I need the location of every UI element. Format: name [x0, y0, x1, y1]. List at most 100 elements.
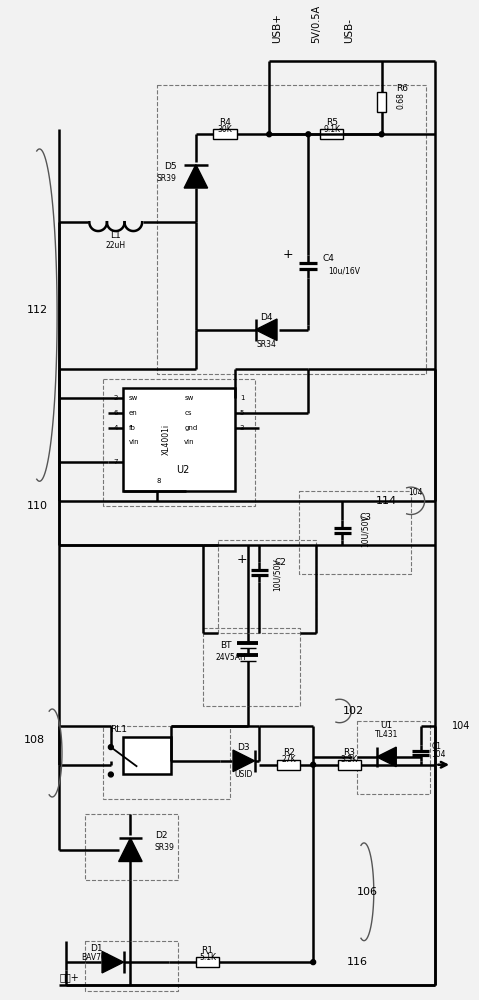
Text: D2: D2: [155, 831, 167, 840]
Text: USID: USID: [235, 770, 253, 779]
Text: U1: U1: [380, 721, 393, 730]
Text: BAV70L: BAV70L: [81, 953, 111, 962]
Text: 22uH: 22uH: [106, 241, 126, 250]
Bar: [103, 726, 230, 799]
Text: fb: fb: [128, 425, 136, 431]
Text: 9.1K: 9.1K: [323, 125, 340, 134]
Text: 110: 110: [27, 501, 48, 511]
Bar: [338, 760, 361, 770]
Text: SR39: SR39: [157, 174, 176, 183]
Text: TL431: TL431: [375, 730, 398, 739]
Circle shape: [379, 132, 384, 137]
Circle shape: [306, 132, 311, 137]
Text: SR39: SR39: [155, 843, 175, 852]
Text: BT: BT: [220, 641, 232, 650]
Polygon shape: [184, 165, 207, 188]
Text: 104: 104: [408, 488, 422, 497]
Text: 0.68: 0.68: [397, 92, 406, 109]
Text: 10U/50V: 10U/50V: [361, 514, 369, 547]
Text: 102: 102: [342, 706, 364, 716]
Bar: [357, 721, 431, 794]
Text: 10u/16V: 10u/16V: [328, 267, 360, 276]
Text: 114: 114: [376, 496, 397, 506]
Text: 104: 104: [452, 721, 470, 731]
Text: vin: vin: [128, 439, 139, 445]
Text: 8: 8: [157, 478, 161, 484]
Circle shape: [108, 745, 114, 750]
Text: 1: 1: [240, 395, 244, 401]
Text: XL4001i: XL4001i: [162, 424, 171, 455]
Text: R1: R1: [202, 946, 214, 955]
Bar: [320, 129, 343, 139]
Text: 112: 112: [27, 305, 48, 315]
Text: 30K: 30K: [218, 125, 233, 134]
Text: sw: sw: [128, 395, 138, 401]
Text: RL1: RL1: [110, 725, 127, 734]
Text: 充电+: 充电+: [59, 972, 79, 982]
Text: L1: L1: [110, 231, 121, 240]
Text: 2: 2: [114, 395, 118, 401]
Text: sw: sw: [184, 395, 194, 401]
Bar: [203, 628, 300, 706]
Polygon shape: [233, 750, 254, 772]
Text: 4: 4: [114, 425, 118, 431]
Text: 27K: 27K: [282, 755, 296, 764]
Text: U2: U2: [176, 465, 190, 475]
Polygon shape: [376, 747, 396, 767]
Text: 5: 5: [240, 410, 244, 416]
Text: C4: C4: [323, 254, 335, 263]
Text: R5: R5: [326, 118, 338, 127]
Text: D3: D3: [238, 743, 250, 752]
Text: 6: 6: [113, 410, 118, 416]
Text: 5.1K: 5.1K: [199, 953, 216, 962]
Text: R2: R2: [283, 748, 295, 757]
Text: USB-: USB-: [344, 18, 354, 43]
Text: 5V/0.5A: 5V/0.5A: [311, 5, 321, 43]
Bar: [277, 760, 300, 770]
Bar: [103, 379, 254, 506]
Text: D1: D1: [90, 944, 103, 953]
Bar: [298, 491, 411, 574]
Text: en: en: [128, 410, 137, 416]
Text: gnd: gnd: [184, 425, 197, 431]
Polygon shape: [255, 319, 277, 341]
Text: R4: R4: [219, 118, 231, 127]
Text: 10U/50V: 10U/50V: [273, 558, 282, 591]
Text: C2: C2: [274, 558, 286, 567]
Bar: [218, 540, 316, 633]
Circle shape: [108, 772, 114, 777]
Text: +: +: [283, 248, 294, 261]
Bar: [196, 957, 219, 967]
Text: 24V5AH: 24V5AH: [216, 653, 246, 662]
Circle shape: [311, 762, 316, 767]
Text: D4: D4: [260, 313, 273, 322]
Text: C1: C1: [432, 742, 442, 751]
Text: 3: 3: [240, 425, 244, 431]
Bar: [214, 129, 237, 139]
Text: USB+: USB+: [272, 14, 282, 43]
Text: R3: R3: [343, 748, 355, 757]
Text: 7: 7: [113, 459, 118, 465]
Bar: [123, 388, 235, 491]
Bar: [377, 92, 386, 112]
Bar: [85, 941, 178, 991]
Text: cs: cs: [184, 410, 192, 416]
Circle shape: [267, 132, 272, 137]
Text: 104: 104: [432, 750, 446, 759]
Bar: [157, 85, 425, 374]
Polygon shape: [119, 838, 142, 861]
Polygon shape: [102, 951, 124, 973]
Text: 106: 106: [356, 887, 377, 897]
Text: R6: R6: [396, 84, 408, 93]
Text: 3.3K: 3.3K: [341, 755, 358, 764]
Text: 108: 108: [24, 735, 45, 745]
Text: vin: vin: [184, 439, 195, 445]
Bar: [85, 814, 178, 880]
Text: +: +: [237, 553, 248, 566]
Text: D5: D5: [164, 162, 176, 171]
Text: C3: C3: [359, 513, 371, 522]
Text: SR34: SR34: [256, 340, 276, 349]
Circle shape: [311, 960, 316, 965]
Bar: [123, 737, 171, 774]
Text: 116: 116: [347, 957, 368, 967]
